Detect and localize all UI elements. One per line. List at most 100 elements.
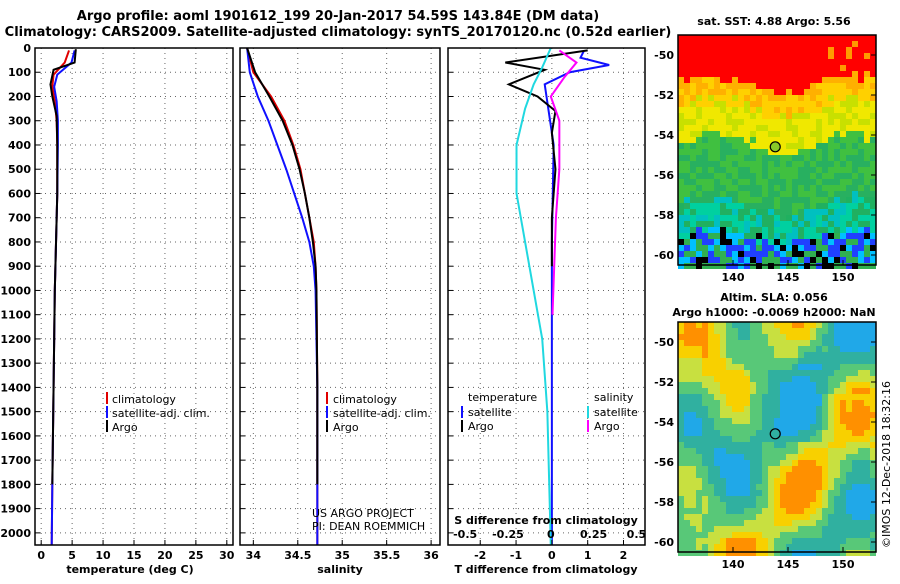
map-cell: [702, 185, 708, 191]
map-cell: [702, 508, 708, 514]
map-cell: [732, 143, 738, 149]
legend-label-sal-satellite: satellite: [594, 406, 638, 419]
map-cell: [714, 328, 720, 334]
map-cell: [762, 113, 768, 119]
map-cell: [738, 442, 744, 448]
map-cell: [708, 53, 714, 59]
map-cell: [714, 173, 720, 179]
map-cell: [792, 251, 798, 257]
map-cell: [696, 400, 702, 406]
map-cell: [810, 364, 816, 370]
map-cell: [696, 388, 702, 394]
map-cell: [822, 59, 828, 65]
map-cell: [750, 233, 756, 239]
map-cell: [822, 436, 828, 442]
map-cell: [762, 95, 768, 101]
map-cell: [846, 131, 852, 137]
map-cell: [750, 412, 756, 418]
map-cell: [750, 209, 756, 215]
map-cell: [816, 35, 822, 41]
map-cell: [732, 137, 738, 143]
map-cell: [726, 508, 732, 514]
x-tick-label: 35.5: [373, 549, 400, 562]
map-cell: [738, 149, 744, 155]
map-cell: [684, 496, 690, 502]
map-cell: [816, 532, 822, 538]
map-cell: [810, 526, 816, 532]
map-cell: [756, 239, 762, 245]
map-y-tick-label: -56: [654, 456, 674, 469]
map-cell: [816, 233, 822, 239]
map-cell: [720, 436, 726, 442]
map-cell: [768, 185, 774, 191]
map-cell: [780, 352, 786, 358]
map-cell: [780, 346, 786, 352]
map-cell: [780, 185, 786, 191]
map-cell: [708, 161, 714, 167]
map-cell: [732, 47, 738, 53]
map-cell: [822, 167, 828, 173]
map-cell: [756, 197, 762, 203]
map-cell: [798, 149, 804, 155]
map-cell: [828, 221, 834, 227]
map-cell: [822, 412, 828, 418]
map-cell: [798, 388, 804, 394]
map-cell: [840, 496, 846, 502]
map-cell: [780, 466, 786, 472]
map-cell: [786, 167, 792, 173]
map-cell: [714, 340, 720, 346]
map-cell: [738, 340, 744, 346]
map-cell: [834, 119, 840, 125]
map-cell: [774, 215, 780, 221]
map-cell: [732, 167, 738, 173]
map-cell: [774, 478, 780, 484]
map-cell: [780, 364, 786, 370]
map-cell: [822, 430, 828, 436]
map-cell: [810, 358, 816, 364]
map-cell: [678, 406, 684, 412]
map-cell: [774, 65, 780, 71]
map-cell: [738, 526, 744, 532]
map-cell: [762, 65, 768, 71]
map-cell: [768, 484, 774, 490]
map-cell: [810, 418, 816, 424]
map-cell: [732, 466, 738, 472]
map-cell: [756, 125, 762, 131]
map-cell: [816, 514, 822, 520]
map-cell: [786, 101, 792, 107]
map-cell: [804, 107, 810, 113]
map-cell: [744, 502, 750, 508]
map-cell: [792, 149, 798, 155]
map-cell: [726, 83, 732, 89]
map-cell: [828, 544, 834, 550]
map-cell: [804, 376, 810, 382]
map-cell: [756, 460, 762, 466]
map-cell: [846, 418, 852, 424]
map-cell: [762, 125, 768, 131]
map-y-tick-label: -54: [654, 416, 674, 429]
map-cell: [792, 137, 798, 143]
map-cell: [744, 352, 750, 358]
map-cell: [732, 95, 738, 101]
map-cell: [732, 436, 738, 442]
map-cell: [864, 466, 870, 472]
map-cell: [792, 382, 798, 388]
map-cell: [840, 95, 846, 101]
map-cell: [822, 125, 828, 131]
map-cell: [822, 149, 828, 155]
map-cell: [780, 478, 786, 484]
map-cell: [810, 41, 816, 47]
map-cell: [774, 412, 780, 418]
map-cell: [732, 340, 738, 346]
map-cell: [708, 328, 714, 334]
map-cell: [846, 454, 852, 460]
map-cell: [780, 328, 786, 334]
map-cell: [756, 388, 762, 394]
map-cell: [726, 544, 732, 550]
map-cell: [678, 155, 684, 161]
map-cell: [690, 191, 696, 197]
map-cell: [696, 322, 702, 328]
map-cell: [732, 370, 738, 376]
map-cell: [702, 382, 708, 388]
map-cell: [864, 179, 870, 185]
